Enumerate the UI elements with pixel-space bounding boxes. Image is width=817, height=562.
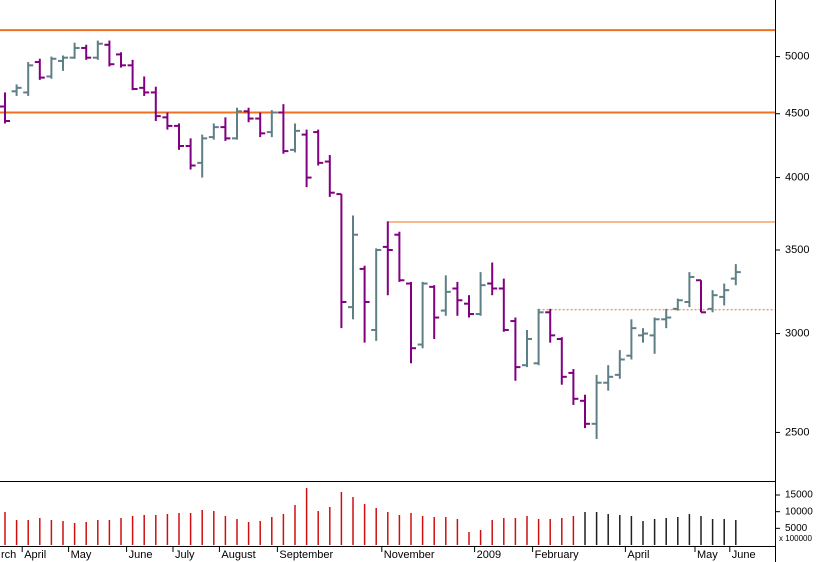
volume-bar: [642, 521, 644, 545]
x-tick-label: August: [221, 549, 255, 561]
volume-bar: [410, 513, 412, 545]
volume-bar: [479, 530, 482, 545]
volume-tick-label: 5000: [785, 523, 808, 534]
x-tick-label: May: [697, 549, 718, 561]
x-tick-label: November: [384, 549, 435, 561]
x-tick-label: May: [71, 549, 92, 561]
volume-bar: [445, 517, 447, 545]
volume-bar: [213, 511, 215, 545]
volume-bar: [352, 497, 354, 545]
volume-bar: [572, 516, 575, 545]
volume-bar: [27, 520, 29, 545]
volume-bar: [456, 519, 459, 545]
x-tick-label: 2009: [477, 549, 501, 561]
volume-bar: [282, 514, 285, 545]
volume-bar: [398, 515, 401, 545]
volume-bar: [305, 488, 308, 545]
x-tick-label: rch: [1, 549, 16, 561]
volume-bar: [653, 519, 656, 545]
volume-bar: [50, 520, 53, 545]
volume-tick-label: 10000: [785, 506, 813, 517]
y-tick-label: 3500: [785, 244, 809, 256]
volume-bar: [166, 514, 169, 545]
x-tick-label: February: [535, 549, 580, 561]
volume-bar: [688, 514, 691, 545]
volume-bar: [421, 516, 424, 545]
volume-bar: [677, 517, 679, 545]
volume-bar: [329, 507, 331, 545]
volume-bar: [236, 519, 238, 545]
x-tick-label: June: [732, 549, 756, 561]
y-tick-label: 3000: [785, 327, 809, 339]
x-tick-label: April: [24, 549, 46, 561]
x-tick-label: April: [627, 549, 649, 561]
volume-bar: [73, 523, 76, 545]
y-tick-label: 5000: [785, 50, 809, 62]
volume-bar: [363, 504, 366, 545]
x-tick-label: July: [175, 549, 195, 561]
volume-bar: [271, 517, 273, 545]
x-tick-label: September: [279, 549, 333, 561]
volume-bar: [178, 513, 180, 545]
volume-bar: [665, 518, 667, 545]
x-tick-label: June: [129, 549, 153, 561]
volume-bar: [607, 514, 609, 545]
volume-bar: [514, 518, 517, 545]
volume-bar: [62, 521, 64, 545]
volume-bar: [259, 521, 261, 545]
volume-unit-label: x 100000: [779, 534, 812, 543]
volume-bar: [143, 515, 145, 545]
volume-bar: [491, 520, 493, 545]
volume-bar: [108, 520, 111, 545]
volume-bar: [224, 516, 227, 545]
volume-bar: [294, 505, 296, 545]
volume-bar: [85, 522, 87, 545]
volume-bar: [700, 516, 702, 545]
volume-bar: [723, 519, 725, 545]
volume-bar: [155, 515, 157, 545]
volume-bar: [503, 518, 505, 545]
volume-bar: [433, 517, 435, 545]
volume-bar: [131, 516, 134, 545]
volume-bar: [317, 511, 319, 545]
volume-bar: [711, 519, 714, 545]
volume-bar: [247, 522, 250, 545]
volume-bar: [584, 512, 586, 545]
volume-bar: [630, 516, 633, 545]
volume-bar: [549, 519, 551, 545]
volume-bar: [561, 518, 563, 545]
volume-bar: [189, 513, 192, 545]
volume-bar: [201, 510, 203, 545]
volume-bar: [120, 518, 122, 545]
volume-tick-label: 15000: [785, 490, 813, 501]
volume-bar: [619, 515, 621, 545]
volume-bar: [468, 532, 470, 545]
volume-bar: [15, 520, 18, 545]
volume-bar: [595, 512, 598, 545]
volume-bar: [97, 520, 99, 545]
volume-bar: [537, 519, 540, 545]
volume-bar: [735, 520, 737, 545]
volume-bar: [526, 516, 528, 545]
y-tick-label: 2500: [785, 426, 809, 438]
volume-bar: [39, 518, 41, 545]
y-tick-label: 4500: [785, 108, 809, 120]
volume-bar: [340, 492, 343, 545]
volume-bar: [4, 512, 6, 545]
y-tick-label: 4000: [785, 171, 809, 183]
volume-bar: [375, 508, 377, 545]
volume-bar: [387, 512, 389, 545]
